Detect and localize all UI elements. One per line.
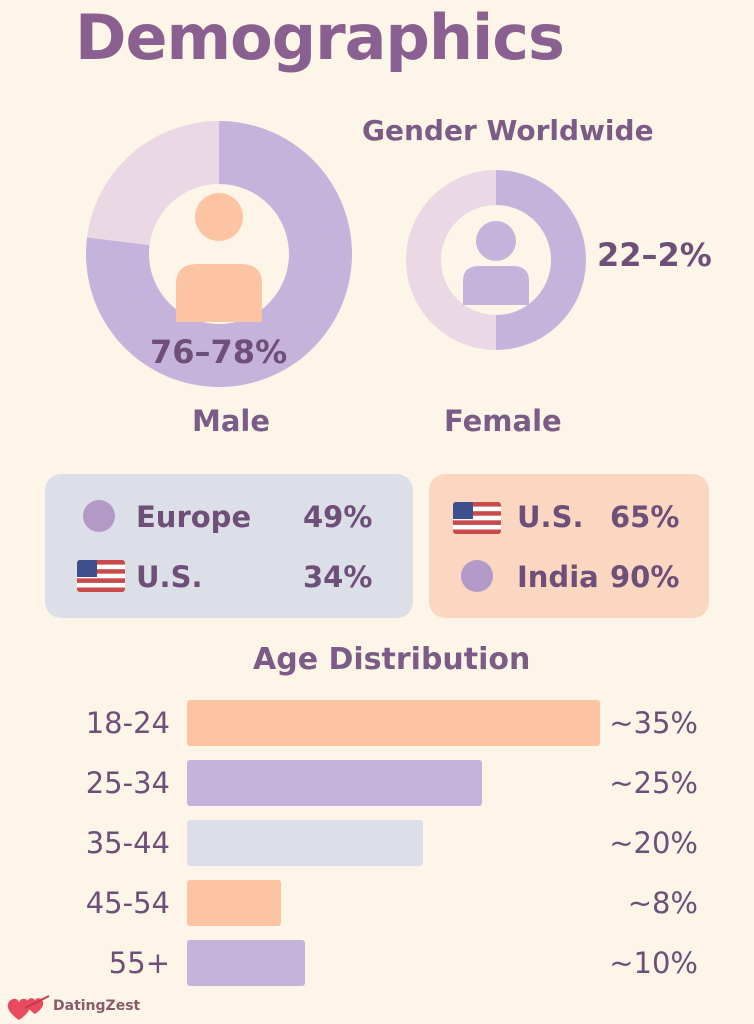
age-chart-title: Age Distribution — [253, 642, 531, 677]
age-value-label: ~20% — [609, 826, 698, 860]
female-donut — [405, 170, 586, 350]
circle-icon — [83, 500, 115, 532]
person-icon — [463, 221, 529, 305]
page-title: Demographics — [75, 1, 565, 74]
age-category-label: 18-24 — [85, 706, 170, 740]
region-name: U.S. — [517, 500, 584, 534]
age-bar — [187, 940, 305, 986]
age-value-label: ~8% — [627, 886, 698, 920]
circle-icon — [461, 560, 493, 592]
female-percent-label: 22–2% — [597, 236, 712, 274]
region-value: 90% — [610, 560, 680, 594]
male-donut-rest-segment — [87, 121, 219, 246]
age-bar — [187, 700, 600, 746]
age-bar — [187, 760, 482, 806]
age-bar — [187, 820, 423, 866]
male-regions-panel: Europe 49% U.S. 34% — [45, 474, 413, 618]
female-label: Female — [444, 404, 562, 438]
us-flag-icon — [77, 560, 125, 592]
male-label: Male — [192, 404, 271, 438]
female-donut-share-segment — [496, 170, 586, 350]
male-percent-label: 76–78% — [150, 333, 288, 371]
age-category-label: 25-34 — [85, 766, 170, 800]
age-bar — [187, 880, 282, 926]
region-value: 34% — [303, 560, 373, 594]
age-category-label: 35-44 — [85, 826, 170, 860]
region-name: India — [517, 560, 599, 594]
region-name: U.S. — [136, 560, 203, 594]
female-regions-panel: U.S. 65% India 90% — [429, 474, 709, 618]
age-value-label: ~25% — [609, 766, 698, 800]
us-flag-icon — [453, 502, 501, 534]
male-donut — [86, 121, 353, 388]
female-donut-rest-segment — [405, 170, 496, 350]
person-icon — [176, 193, 262, 322]
age-category-label: 45-54 — [85, 886, 170, 920]
region-name: Europe — [136, 500, 252, 534]
gender-subtitle: Gender Worldwide — [362, 114, 654, 147]
age-value-label: ~35% — [609, 706, 698, 740]
region-value: 49% — [303, 500, 373, 534]
hearts-logo-icon — [7, 995, 50, 1020]
brand-name: DatingZest — [53, 998, 141, 1014]
age-category-label: 55+ — [108, 946, 170, 980]
age-value-label: ~10% — [609, 946, 698, 980]
male-donut-share-segment — [86, 121, 353, 388]
region-value: 65% — [610, 500, 680, 534]
